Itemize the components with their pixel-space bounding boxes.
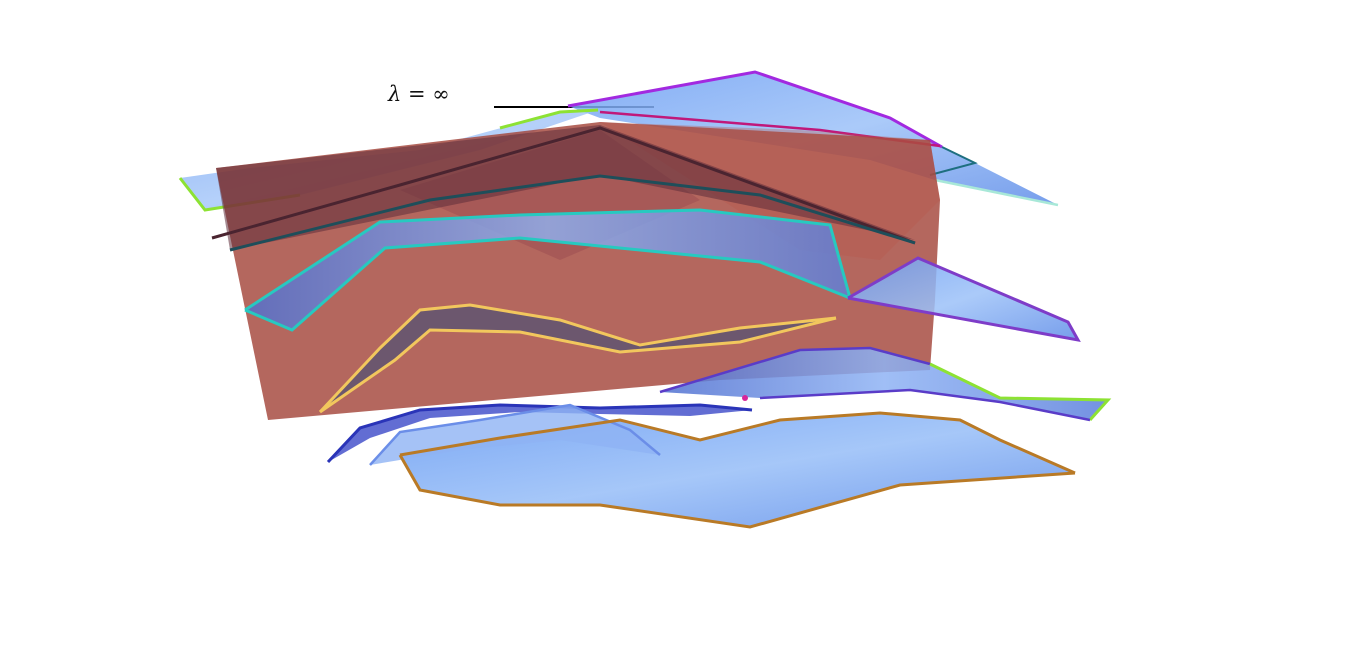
bottom-surface [369,403,1076,529]
dark-band [211,125,916,252]
yellow-surface [318,303,837,414]
lower-right-surface [659,346,1112,422]
lambda-label: λ = ∞ [388,82,450,106]
right-violet-wedge [847,256,1081,343]
navy-ribbon [326,403,753,464]
marker-dot [742,395,748,401]
teal-surface [244,208,852,332]
